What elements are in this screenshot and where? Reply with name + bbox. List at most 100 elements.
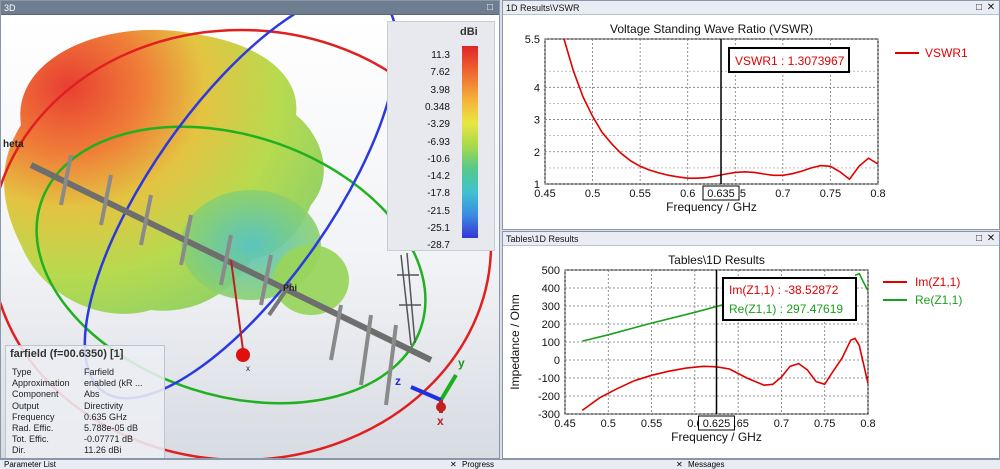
series-line-2 — [854, 272, 869, 292]
gray-vector — [267, 281, 293, 317]
close-icon[interactable]: ✕ — [986, 2, 996, 13]
farfield-row-label: Component — [12, 389, 59, 400]
farfield-row-value: Directivity — [84, 400, 124, 411]
marker-value-box — [698, 415, 735, 431]
x-tick-label: 0.45 — [534, 188, 555, 200]
tab-progress[interactable]: Progress — [462, 460, 495, 469]
farfield-row-label: Type — [12, 367, 32, 377]
farfield-row-value: Abs — [84, 389, 100, 400]
axis-z — [410, 385, 442, 402]
reflector-grid — [397, 252, 421, 346]
y-tick-label: 5.5 — [525, 34, 540, 46]
annotation-text: VSWR1 : 1.3073967 — [735, 54, 845, 68]
pane-tables-titlebar: Tables\1D Results □ ✕ — [503, 232, 999, 246]
farfield-row-value: 0.635 GHz — [84, 411, 128, 422]
x-tick-label: 0.8 — [860, 418, 875, 430]
vswr-chart[interactable]: Voltage Standing Wave Ratio (VSWR) 0.45 0.… — [503, 15, 999, 229]
pane-vswr-titlebar: 1D Results\VSWR □ ✕ — [503, 1, 999, 15]
y-axis-label: Impedance / Ohm — [508, 294, 522, 389]
bottom-dock-tabs: Parameter List ✕ Progress ✕ Messages — [0, 459, 1000, 469]
farfield-row-label: Dir. — [12, 445, 26, 456]
pane-3d-view: 3D □ — [0, 0, 500, 459]
legend-label: VSWR1 — [925, 46, 968, 60]
farfield-row-value: -0.07771 dB — [84, 434, 134, 445]
x-tick-label: 0.75 — [820, 188, 841, 200]
x-tick-label: 0.75 — [814, 418, 835, 430]
farfield-info-panel: farfield (f=00.6350) [1] Type Farfield App… — [5, 345, 165, 458]
pane-vswr-title: 1D Results\VSWR — [506, 3, 580, 13]
legend-tick: -3.29 — [427, 119, 450, 131]
legend-tick: 3.98 — [430, 84, 450, 96]
annotation-text: Im(Z1,1) : -38.52872 — [729, 283, 839, 297]
farfield-row-label: Approximation — [12, 378, 70, 389]
y-tick-label: 300 — [542, 301, 560, 313]
farfield-row-value: 11.26 dBi — [84, 445, 122, 456]
legend-label: Im(Z1,1) — [915, 275, 960, 289]
pane-3d-titlebar: 3D □ — [1, 1, 499, 15]
restore-icon[interactable]: □ — [975, 233, 983, 244]
x-tick-label: 0.55 — [629, 188, 650, 200]
close-icon[interactable]: ✕ — [450, 460, 457, 469]
color-legend: dBi 11.3 7.62 3.98 0.348 -3.29 -6.93 -10.6 -14.… — [387, 21, 495, 251]
farfield-title: farfield (f=00.6350) [1] — [10, 348, 124, 360]
legend-tick: -17.8 — [427, 188, 450, 200]
farfield-row-label: Tot. Effic. — [12, 434, 49, 445]
y-tick-label: 500 — [542, 265, 560, 277]
annotation-box — [728, 47, 850, 73]
farfield-row-value: 5.788e-05 dB — [84, 423, 139, 433]
y-tick-label: -200 — [538, 391, 560, 403]
y-tick-label: 200 — [542, 319, 560, 331]
close-icon[interactable]: ✕ — [986, 233, 996, 244]
tab-parameter-list[interactable]: Parameter List — [4, 460, 57, 469]
y-tick-label: 3 — [534, 115, 540, 127]
legend-unit: dBi — [460, 26, 478, 38]
legend-tick: 0.348 — [424, 101, 450, 113]
restore-icon[interactable]: □ — [486, 2, 494, 13]
annotation-box — [722, 277, 857, 321]
y-tick-label: 2 — [534, 147, 540, 159]
x-tick-label: 0.6 — [680, 188, 695, 200]
legend-tick: 11.3 — [431, 50, 450, 61]
x-tick-label: 0.55 — [641, 418, 662, 430]
farfield-row-value: enabled (kR ... — [84, 378, 143, 389]
3d-viewport[interactable]: heta Phi y z x x dBi 11.3 7.62 3.98 0.348 -3… — [1, 15, 499, 458]
y-tick-label: 100 — [542, 337, 560, 349]
restore-icon[interactable]: □ — [975, 2, 983, 13]
x-axis-label: x — [437, 414, 444, 428]
close-icon[interactable]: ✕ — [676, 460, 683, 469]
farfield-row-value: Farfield — [84, 367, 115, 377]
series-line-1 — [582, 303, 726, 342]
legend-colorbar — [462, 46, 478, 238]
x-tick-label: 0.5 — [585, 188, 600, 200]
legend-label: Re(Z1,1) — [915, 293, 962, 307]
x-tick-label: 0.5 — [601, 418, 616, 430]
chart-title: Voltage Standing Wave Ratio (VSWR) — [610, 22, 813, 36]
axis-origin — [436, 402, 446, 412]
y-axis-label: y — [458, 356, 465, 370]
marker-value-box — [702, 185, 740, 201]
red-vector — [230, 259, 244, 351]
marker-value-label: 0.635 — [707, 188, 735, 200]
antenna-elements — [59, 154, 398, 406]
x-tick-label: 0.45 — [554, 418, 575, 430]
marker-value-label: 0.625 — [703, 418, 731, 430]
legend-tick: 7.62 — [430, 67, 450, 79]
y-tick-label: 0 — [554, 355, 560, 367]
x-tick-label: 0.7 — [774, 418, 789, 430]
chart-title: Tables\1D Results — [668, 253, 765, 267]
legend-tick: -6.93 — [427, 136, 450, 148]
red-marker — [236, 348, 250, 362]
x-tick-label: 0.8 — [870, 188, 885, 200]
legend-tick: -14.2 — [427, 171, 450, 183]
legend-tick: -21.5 — [427, 205, 450, 217]
legend-tick: -10.6 — [427, 153, 450, 165]
pane-3d-title: 3D — [4, 3, 16, 13]
pane-tables: Tables\1D Results □ ✕ Tables\1D Results 0… — [502, 231, 1000, 459]
green-ring — [35, 125, 427, 405]
y-tick-label: -100 — [538, 373, 560, 385]
farfield-row-label: Rad. Effic. — [12, 423, 54, 433]
phi-label: Phi — [283, 283, 297, 293]
theta-label: heta — [3, 139, 24, 150]
tab-messages[interactable]: Messages — [688, 460, 725, 469]
